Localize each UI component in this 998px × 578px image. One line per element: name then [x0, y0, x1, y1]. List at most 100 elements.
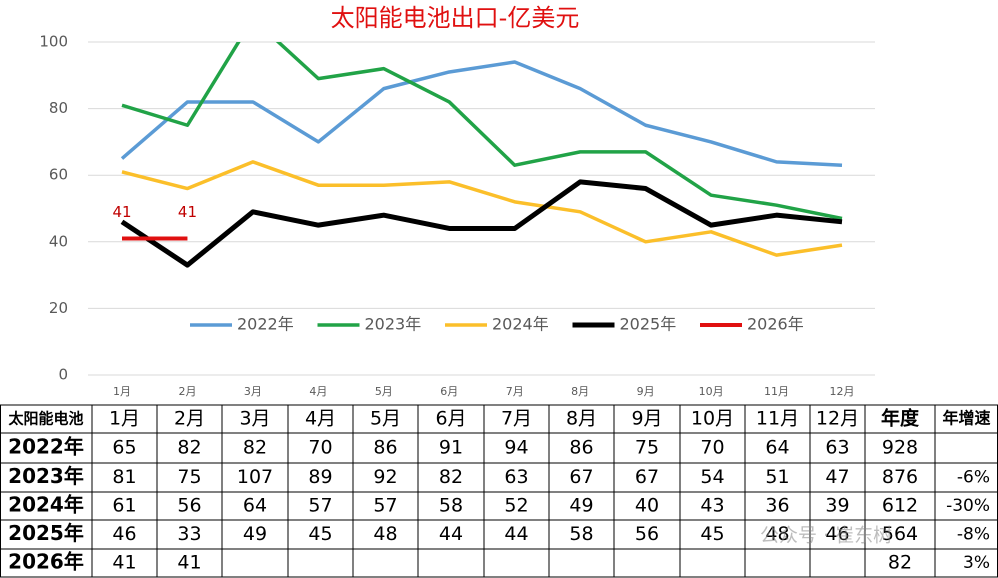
x-tick-label: 5月	[375, 385, 393, 398]
table-header: 12月	[816, 408, 859, 430]
table-cell: 56	[635, 523, 659, 545]
table-header: 6月	[435, 408, 466, 430]
table-header: 2月	[174, 408, 205, 430]
table-cell: 58	[439, 495, 463, 517]
legend-label: 2026年	[747, 315, 804, 334]
table-header: 年增速	[942, 409, 990, 428]
x-tick-label: 11月	[764, 385, 789, 398]
table-header: 4月	[305, 408, 336, 430]
table-cell: 928	[882, 437, 918, 459]
y-tick-label: 60	[49, 166, 68, 184]
y-tick-label: 80	[49, 99, 68, 117]
table-cell: 49	[569, 495, 593, 517]
table-cell: 70	[700, 437, 724, 459]
table-cell: 41	[112, 552, 136, 574]
y-tick-label: 100	[39, 33, 68, 51]
data-label: 41	[178, 203, 197, 221]
table-cell: 54	[700, 466, 724, 488]
table-cell: 876	[882, 466, 918, 488]
x-tick-label: 8月	[571, 385, 589, 398]
x-tick-label: 12月	[830, 385, 855, 398]
table-cell: 43	[700, 495, 724, 517]
series-line	[120, 179, 843, 268]
table-cell: 46	[825, 523, 849, 545]
row-label: 2023年	[8, 464, 84, 488]
table-cell: 63	[825, 437, 849, 459]
table-cell: 81	[112, 466, 136, 488]
legend-label: 2023年	[365, 315, 422, 334]
chart-title: 太阳能电池出口-亿美元	[331, 4, 580, 32]
table-cell: 40	[635, 495, 659, 517]
table-cell: 65	[112, 437, 136, 459]
table-cell: 57	[373, 495, 397, 517]
row-label: 2025年	[8, 521, 84, 545]
legend-label: 2024年	[492, 315, 549, 334]
table-cell: 56	[177, 495, 201, 517]
table-cell: -30%	[946, 496, 990, 516]
table-cell: 75	[635, 437, 659, 459]
table-cell: 82	[243, 437, 267, 459]
table-header: 1月	[109, 408, 140, 430]
table-header: 7月	[501, 408, 532, 430]
table-cell: 63	[504, 466, 528, 488]
table-cell: -6%	[957, 468, 990, 488]
y-tick-label: 0	[58, 366, 68, 384]
plot-area	[120, 42, 843, 268]
table-cell: 91	[439, 437, 463, 459]
table-cell: 39	[825, 495, 849, 517]
y-tick-label: 40	[49, 232, 68, 250]
table-cell: 46	[112, 523, 136, 545]
table-header: 5月	[370, 408, 401, 430]
table-cell: 82	[177, 437, 201, 459]
row-label: 2026年	[8, 550, 84, 574]
legend-label: 2022年	[237, 315, 294, 334]
table-cell: 48	[765, 523, 789, 545]
table-cell: 612	[882, 495, 918, 517]
table-corner: 太阳能电池	[8, 410, 83, 428]
table-cell: 57	[308, 495, 332, 517]
x-tick-label: 6月	[440, 385, 458, 398]
table-cell: 67	[569, 466, 593, 488]
table-cell: 49	[243, 523, 267, 545]
table-cell: 45	[700, 523, 724, 545]
table-cell: 107	[237, 466, 273, 488]
table-cell: 564	[882, 523, 918, 545]
x-tick-label: 3月	[244, 385, 262, 398]
table-cell: 45	[308, 523, 332, 545]
table-cell: 51	[765, 466, 789, 488]
table-cell: 44	[504, 523, 528, 545]
table-cell: 58	[569, 523, 593, 545]
table-cell: 36	[765, 495, 789, 517]
x-tick-label: 2月	[178, 385, 196, 398]
row-label: 2022年	[8, 435, 84, 459]
x-tick-label: 4月	[309, 385, 327, 398]
table-cell: 64	[243, 495, 267, 517]
x-tick-label: 1月	[113, 385, 131, 398]
row-label: 2024年	[8, 493, 84, 517]
table-header: 10月	[691, 408, 734, 430]
table-header: 年度	[881, 407, 920, 430]
table-header: 11月	[756, 408, 799, 430]
table-cell: 67	[635, 466, 659, 488]
legend-label: 2025年	[620, 315, 677, 334]
x-tick-label: 10月	[699, 385, 724, 398]
table-cell: 44	[439, 523, 463, 545]
table-cell: -8%	[957, 525, 990, 545]
y-tick-label: 20	[49, 299, 68, 317]
series-line	[121, 160, 843, 257]
table-cell: 33	[177, 523, 201, 545]
table-cell: 70	[308, 437, 332, 459]
table-cell: 92	[373, 466, 397, 488]
table-cell: 64	[765, 437, 789, 459]
table-cell: 86	[373, 437, 397, 459]
table-cell: 94	[504, 437, 528, 459]
table-cell: 61	[112, 495, 136, 517]
table-header: 8月	[566, 408, 597, 430]
table-cell: 41	[177, 552, 201, 574]
table-cell: 75	[177, 466, 201, 488]
data-label: 41	[112, 203, 131, 221]
table-header: 9月	[631, 408, 662, 430]
table-cell: 89	[308, 466, 332, 488]
